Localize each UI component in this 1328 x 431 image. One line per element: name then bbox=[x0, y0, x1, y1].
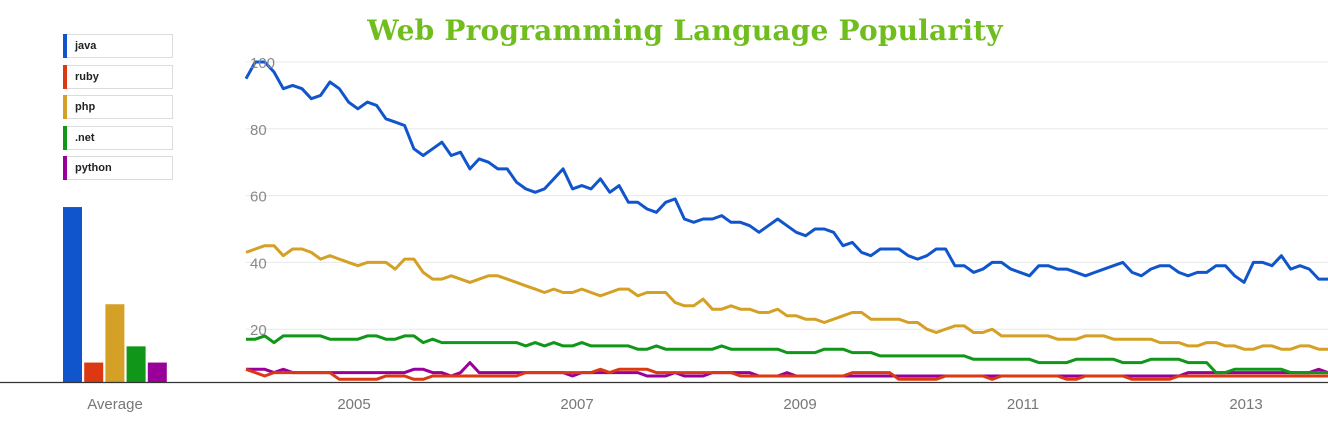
series-layer bbox=[244, 60, 1328, 381]
y-tick-label: 100 bbox=[250, 55, 275, 72]
legend-label: php bbox=[75, 101, 96, 113]
average-bar-python[interactable] bbox=[147, 362, 167, 382]
y-tick-label: 40 bbox=[250, 255, 267, 272]
average-bar-dotnet[interactable] bbox=[126, 346, 146, 382]
average-bars bbox=[63, 207, 167, 382]
legend-swatch-ruby bbox=[63, 64, 67, 89]
y-tick-label: 20 bbox=[250, 322, 267, 339]
chart-title: Web Programming Language Popularity bbox=[367, 14, 1003, 47]
series-line-php[interactable] bbox=[245, 244, 1328, 351]
legend-item-java[interactable]: java bbox=[63, 34, 173, 58]
legend: java ruby php .net python bbox=[63, 34, 173, 187]
x-tick-label: 2013 bbox=[1229, 396, 1262, 413]
average-bar-ruby[interactable] bbox=[84, 362, 104, 382]
x-tick-label: 2007 bbox=[560, 396, 593, 413]
grid-layer bbox=[246, 61, 1328, 330]
legend-label: .net bbox=[75, 131, 95, 144]
series-line-dotnet[interactable] bbox=[246, 334, 1328, 375]
label-layer: 20 40 60 80 100 2005 2007 2009 2011 2013 bbox=[250, 55, 1263, 413]
average-bar-php[interactable] bbox=[105, 304, 125, 382]
x-tick-label: 2009 bbox=[783, 396, 816, 413]
y-tick-label: 80 bbox=[250, 122, 267, 139]
legend-item-ruby[interactable]: ruby bbox=[63, 64, 173, 89]
average-bar-java[interactable] bbox=[63, 207, 82, 382]
series-line-java[interactable] bbox=[244, 60, 1328, 284]
legend-label: python bbox=[75, 162, 112, 174]
legend-swatch-python bbox=[63, 156, 67, 180]
legend-item-python[interactable]: python bbox=[63, 156, 173, 180]
legend-item-dotnet[interactable]: .net bbox=[63, 125, 173, 150]
legend-item-php[interactable]: php bbox=[63, 95, 173, 119]
x-tick-label: 2011 bbox=[1007, 396, 1039, 413]
legend-label: ruby bbox=[75, 70, 99, 83]
series-line-python[interactable] bbox=[246, 361, 1328, 378]
legend-swatch-php bbox=[63, 95, 67, 119]
average-label: Average bbox=[87, 396, 143, 413]
series-line-ruby[interactable] bbox=[245, 367, 1328, 381]
legend-swatch-java bbox=[63, 34, 67, 58]
y-tick-label: 60 bbox=[250, 189, 267, 206]
x-tick-label: 2005 bbox=[337, 396, 370, 413]
legend-swatch-dotnet bbox=[63, 125, 67, 150]
legend-label: java bbox=[75, 40, 97, 52]
